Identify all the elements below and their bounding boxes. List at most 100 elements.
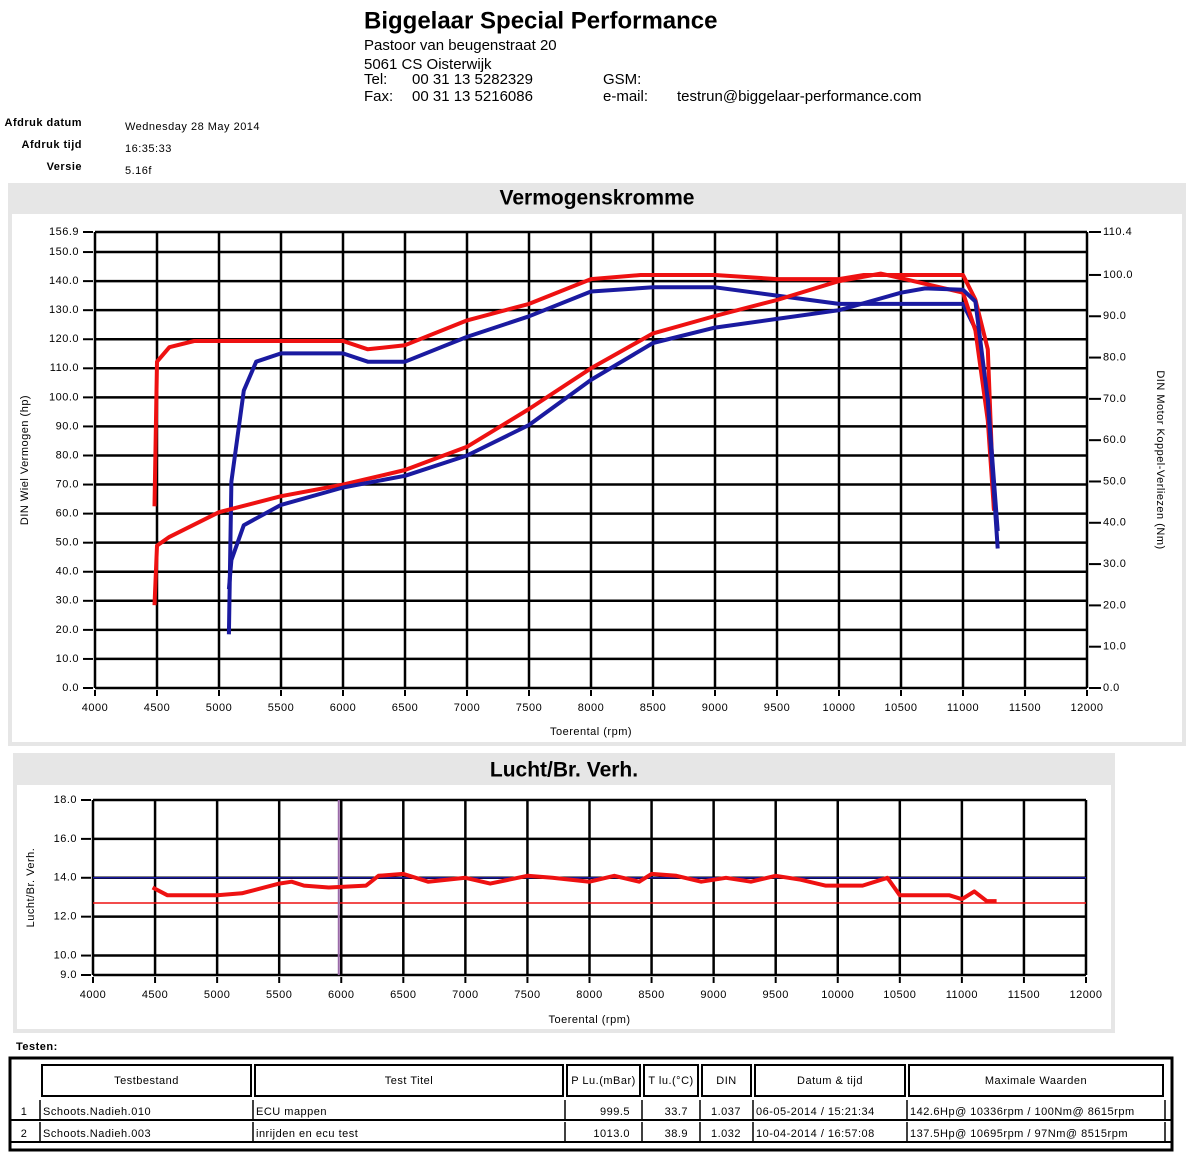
table-frame [8, 1056, 1174, 1152]
x-tick-label: 5000 [206, 702, 232, 714]
x-tick-label: 8500 [640, 702, 666, 714]
x-tick-label: 9000 [702, 702, 728, 714]
y2-tick-label: 50.0 [1103, 475, 1126, 487]
row-number: 1 [21, 1106, 28, 1118]
column-header: DIN [716, 1075, 736, 1087]
y2-tick-label: 100.0 [1103, 269, 1133, 281]
y2-tick-label: 70.0 [1103, 393, 1126, 405]
x-tick-label: 10000 [822, 702, 855, 714]
x-tick-label: 9500 [764, 702, 790, 714]
y-tick-label: 140.0 [49, 275, 79, 287]
y-tick-label: 10.0 [54, 949, 77, 961]
x-tick-label: 11500 [1008, 989, 1040, 1001]
table-cell: ECU mappen [256, 1106, 327, 1118]
y-tick-label: 30.0 [56, 595, 79, 607]
x-tick-label: 5000 [204, 989, 230, 1001]
y-tick-label: 130.0 [49, 304, 79, 316]
table-cell: 10-04-2014 / 16:57:08 [756, 1128, 875, 1140]
table-cell: 1013.0 [593, 1128, 630, 1140]
x-axis-label: Toerental (rpm) [550, 726, 632, 738]
header-cell [566, 1064, 641, 1097]
chart-area [17, 785, 1111, 1029]
x-tick-label: 7500 [516, 702, 542, 714]
address-line: 5061 CS Oisterwijk [364, 56, 492, 73]
y-tick-label: 70.0 [56, 478, 79, 490]
y2-axis-label: DIN Motor Koppel-Verliezen (Nm) [1154, 370, 1166, 549]
print-time: 16:35:33 [125, 143, 172, 155]
print-date-label: Afdruk datum [5, 117, 83, 129]
data-line [226, 285, 1000, 635]
x-tick-label: 11000 [947, 702, 979, 714]
y-tick-label: 120.0 [49, 333, 79, 345]
x-tick-label: 10500 [883, 989, 916, 1001]
table-cell: inrijden en ecu test [256, 1128, 358, 1140]
version: 5.16f [125, 165, 152, 177]
header-cell [908, 1064, 1164, 1097]
y2-tick-label: 30.0 [1103, 558, 1126, 570]
x-tick-label: 7000 [452, 989, 478, 1001]
data-line [151, 871, 997, 904]
fax-label: Fax: [364, 88, 393, 105]
x-tick-label: 6000 [328, 989, 354, 1001]
table-cell: 137.5Hp@ 10695rpm / 97Nm@ 8515rpm [910, 1128, 1128, 1140]
chart-area [12, 214, 1182, 742]
table-cell: 999.5 [600, 1106, 630, 1118]
x-tick-label: 5500 [266, 989, 292, 1001]
table-cell: 33.7 [665, 1106, 688, 1118]
y2-tick-label: 110.4 [1103, 226, 1132, 238]
header-cell [254, 1064, 564, 1097]
x-tick-label: 7000 [454, 702, 480, 714]
data-line [226, 286, 1000, 590]
column-header: Maximale Waarden [985, 1075, 1087, 1087]
y-tick-label: 16.0 [54, 833, 77, 845]
table-cell: 142.6Hp@ 10336rpm / 100Nm@ 8615rpm [910, 1106, 1135, 1118]
print-time-label: Afdruk tijd [22, 139, 83, 151]
x-tick-label: 4500 [144, 702, 170, 714]
x-tick-label: 10500 [884, 702, 917, 714]
y-tick-label: 14.0 [54, 872, 77, 884]
row-number: 2 [21, 1128, 28, 1140]
x-tick-label: 11000 [946, 989, 978, 1001]
y-tick-label: 90.0 [56, 420, 79, 432]
x-tick-label: 4500 [142, 989, 168, 1001]
x-tick-label: 4000 [82, 702, 108, 714]
tel: 00 31 13 5282329 [412, 71, 533, 88]
x-tick-label: 5500 [268, 702, 294, 714]
table-cell: 1.032 [711, 1128, 741, 1140]
y-tick-label: 10.0 [56, 653, 79, 665]
y-tick-label: 60.0 [56, 508, 79, 520]
x-tick-label: 11500 [1009, 702, 1041, 714]
print-date: Wednesday 28 May 2014 [125, 121, 260, 133]
y2-tick-label: 90.0 [1103, 310, 1126, 322]
y2-tick-label: 20.0 [1103, 599, 1126, 611]
x-tick-label: 4000 [80, 989, 106, 1001]
y2-tick-label: 80.0 [1103, 351, 1126, 363]
column-header: Datum & tijd [797, 1075, 863, 1087]
email: testrun@biggelaar-performance.com [677, 88, 922, 105]
x-tick-label: 9000 [700, 989, 726, 1001]
x-tick-label: 6500 [390, 989, 416, 1001]
x-tick-label: 9500 [762, 989, 788, 1001]
y-tick-label: 18.0 [54, 794, 77, 806]
header-cell [643, 1064, 699, 1097]
y-tick-label: 0.0 [62, 682, 79, 694]
header-cell [41, 1064, 252, 1097]
y-tick-label: 20.0 [56, 624, 79, 636]
y-tick-label: 9.0 [60, 969, 77, 981]
column-header: T lu.(°C) [648, 1075, 693, 1087]
y-axis-label: DIN Wiel Vermogen (hp) [19, 395, 31, 525]
table-cell: Schoots.Nadieh.003 [43, 1128, 151, 1140]
column-header: Test Titel [385, 1075, 433, 1087]
column-header: Testbestand [114, 1075, 179, 1087]
x-tick-label: 8000 [576, 989, 602, 1001]
column-header: P Lu.(mBar) [571, 1075, 636, 1087]
y-axis-label: Lucht/Br. Verh. [25, 848, 37, 928]
data-line [152, 273, 996, 511]
y-tick-label: 100.0 [49, 391, 79, 403]
fax: 00 31 13 5216086 [412, 88, 533, 105]
x-tick-label: 12000 [1069, 989, 1102, 1001]
address-line: Pastoor van beugenstraat 20 [364, 37, 557, 54]
x-tick-label: 12000 [1070, 702, 1103, 714]
x-tick-label: 8000 [578, 702, 604, 714]
